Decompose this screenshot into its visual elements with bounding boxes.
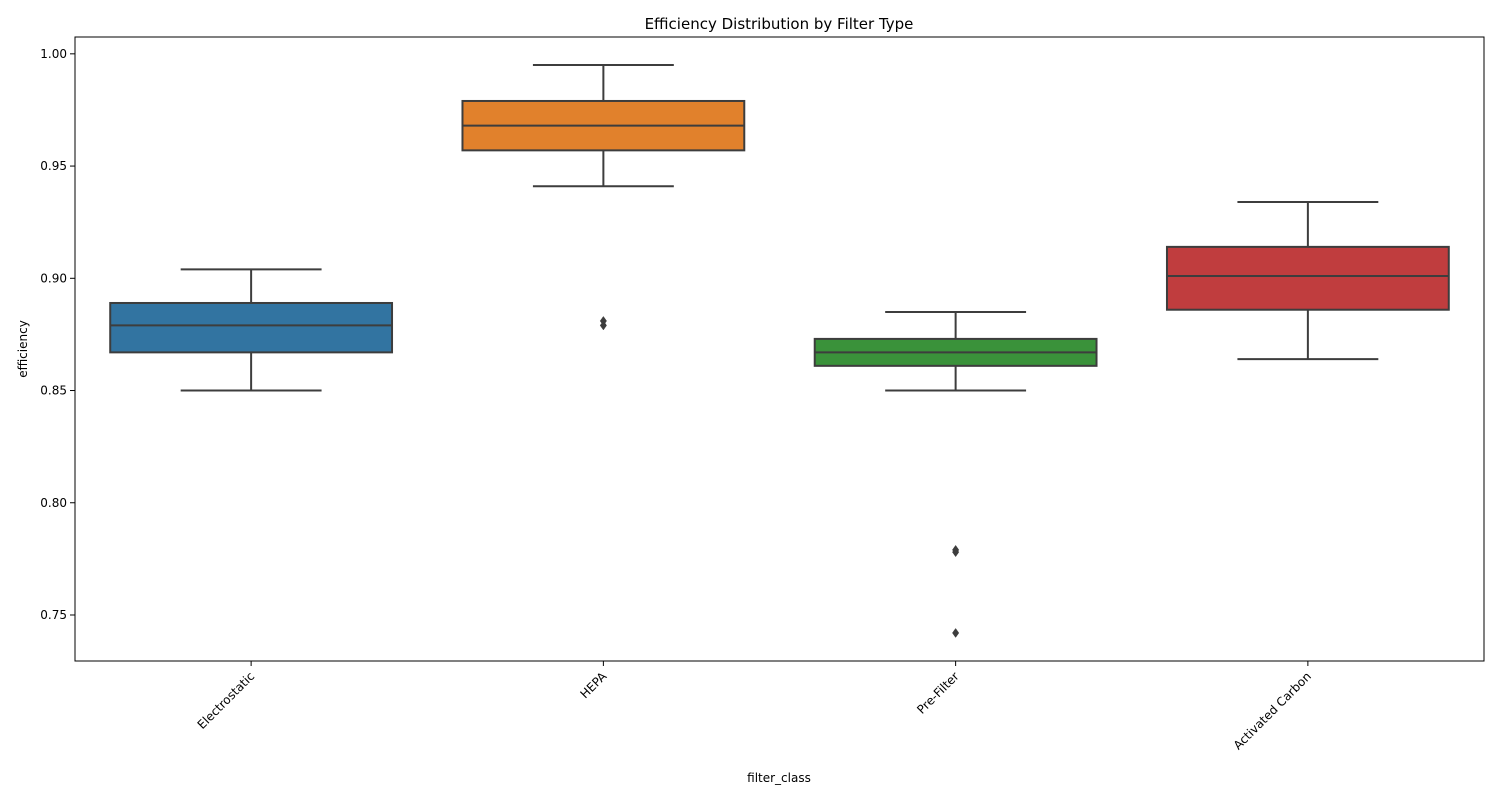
outlier-point <box>952 628 960 638</box>
y-tick-label: 0.75 <box>40 608 67 622</box>
box-group-2 <box>813 310 1098 638</box>
y-tick-label: 0.80 <box>40 496 67 510</box>
box-group-1 <box>461 64 746 331</box>
outlier-point <box>599 316 607 326</box>
y-tick-label: 0.90 <box>40 271 67 285</box>
x-tick-label: Activated Carbon <box>1231 669 1314 752</box>
x-tick-label: Electrostatic <box>195 669 258 732</box>
x-axis-label: filter_class <box>747 771 811 785</box>
y-axis: 0.75 0.80 0.85 0.90 0.95 1.00 <box>40 47 75 622</box>
x-axis: Electrostatic HEPA Pre-Filter Activated Car… <box>195 661 1314 753</box>
y-tick-label: 1.00 <box>40 47 67 61</box>
x-tick-label: Pre-Filter <box>914 669 962 717</box>
outlier-point <box>952 544 960 555</box>
plot-frame <box>74 36 1485 662</box>
y-tick-label: 0.95 <box>40 159 67 173</box>
box-group-0 <box>109 268 394 392</box>
chart-title: Efficiency Distribution by Filter Type <box>645 15 914 33</box>
boxes-layer <box>109 64 1450 638</box>
box-group-3 <box>1165 200 1450 361</box>
box-iqr <box>109 301 394 354</box>
y-tick-label: 0.85 <box>40 384 67 398</box>
x-tick-label: HEPA <box>577 669 610 702</box>
box-iqr <box>1165 245 1450 311</box>
y-axis-label: efficiency <box>16 320 30 378</box>
